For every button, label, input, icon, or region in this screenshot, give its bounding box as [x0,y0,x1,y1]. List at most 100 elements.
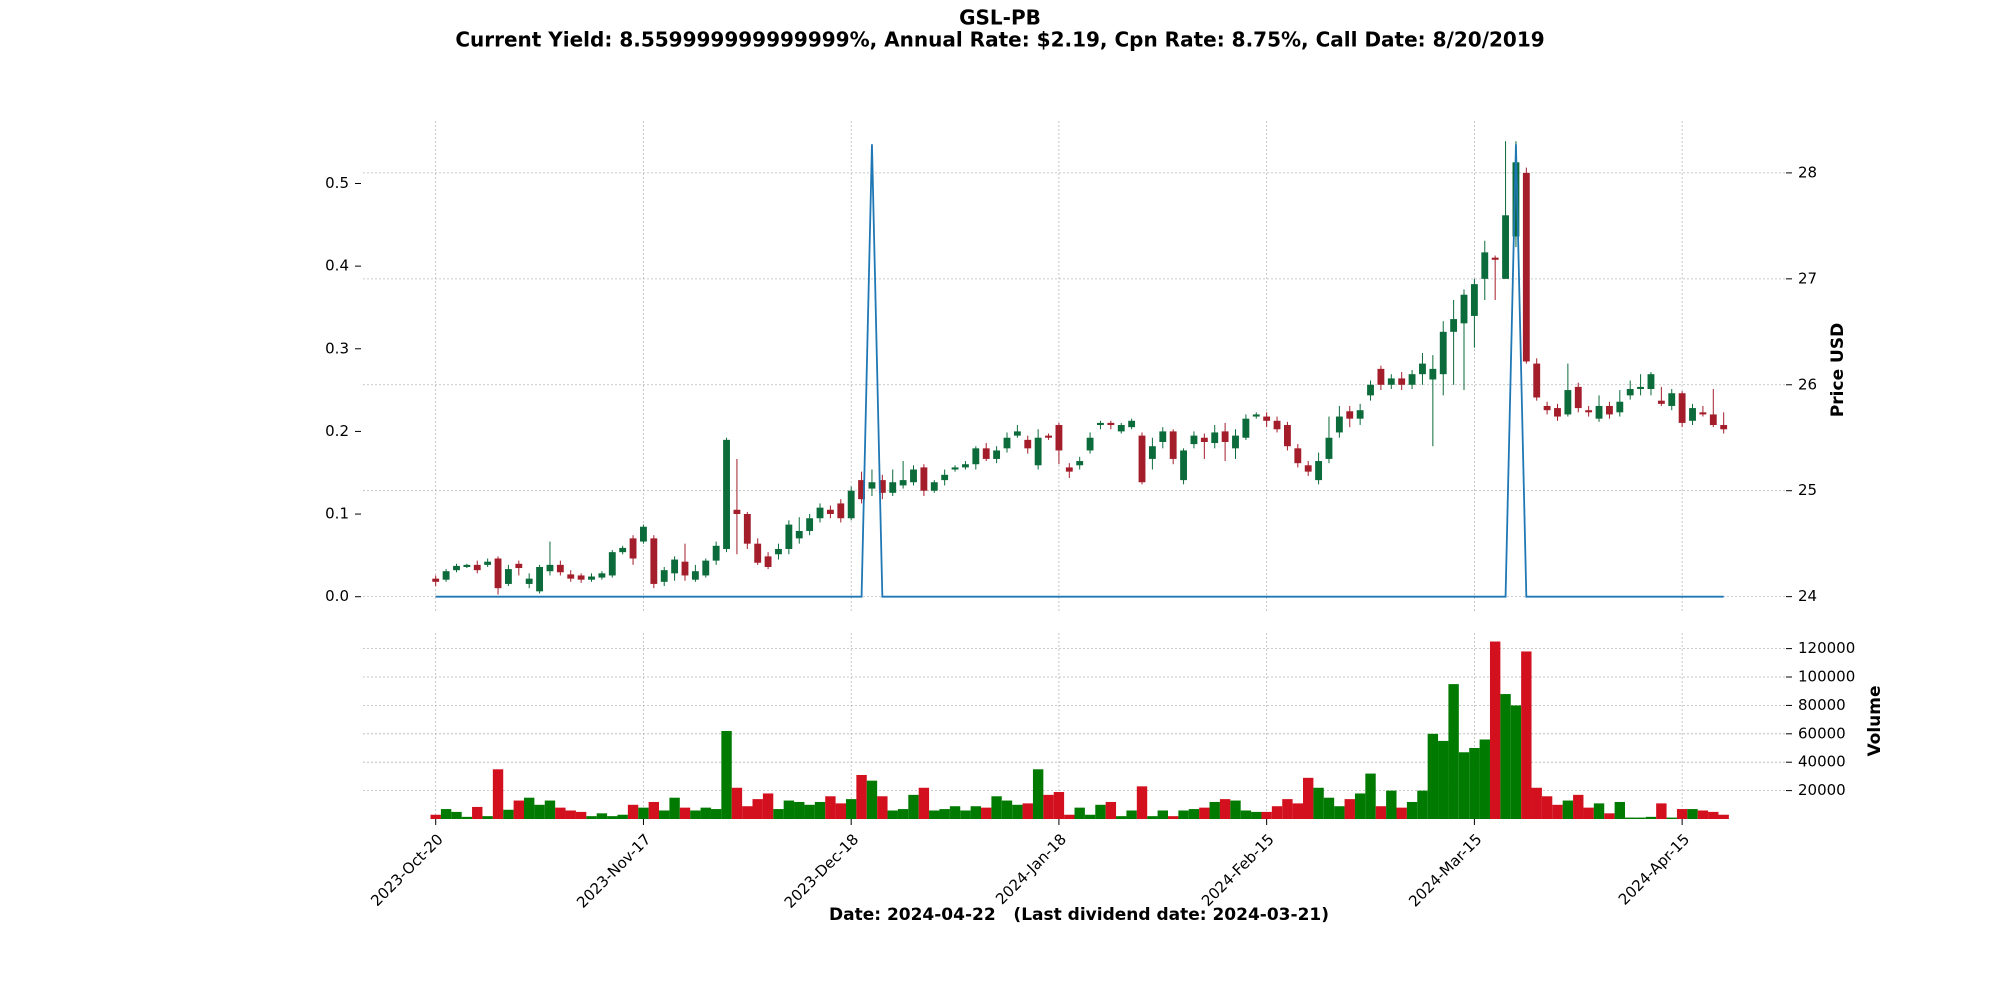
volume-bar [1334,806,1345,819]
candle-body [868,482,876,489]
candle-body [598,573,606,578]
candle-body [982,448,990,459]
candle-body [723,439,730,549]
volume-bar [804,804,815,819]
volume-bar [1427,733,1439,819]
candle-body [619,547,627,553]
candle-body [1315,461,1323,481]
volume-bar [991,796,1002,819]
volume-bar [1188,809,1200,819]
volume-bar [700,807,711,819]
candle-body [1263,416,1271,421]
y2-tick-label: 0.4 [325,257,349,275]
volume-bar [1438,740,1449,819]
candle-body [1003,437,1011,449]
x-axis-label: Date: 2024-04-22 (Last dividend date: 20… [829,905,1329,925]
candle-body [889,482,897,493]
volume-bar [1209,801,1220,819]
volume-bar [794,801,805,819]
volume-bar [1230,800,1241,819]
candle-body [1720,425,1728,430]
volume-bar [1354,793,1366,819]
candle-body [1086,437,1094,451]
volume-bar [960,810,971,819]
candle-body [1097,422,1104,426]
volume-bar [1458,752,1470,819]
volume-bar [544,800,556,819]
volume-bar [679,807,691,819]
y-tick-label: 26 [1798,375,1817,393]
candle-body [629,538,637,559]
volume-bar [1614,801,1626,819]
candle-body [920,467,928,491]
candle-body [1678,393,1686,423]
candle-body [1460,294,1468,324]
candle-body [691,571,699,580]
volume-bar [451,811,462,819]
candle-body [1221,431,1229,442]
candle-body [1450,319,1458,332]
volume-bar [835,803,846,819]
volume-bar [1084,814,1096,819]
volume-bar [908,794,919,819]
y-tick-label: 27 [1798,269,1817,287]
candle-body [993,450,1001,459]
candle-body [1117,425,1125,432]
candle-body [743,514,751,544]
candle-body [1699,412,1707,415]
x-tick-label: 2024-Feb-15 [1198,830,1278,910]
volume-bar [1510,705,1522,819]
y2-tick-label: 0.1 [325,505,349,523]
candle-body [484,561,492,565]
volume-bar [731,787,743,819]
candle-body [1533,363,1541,398]
volume-bar [523,797,535,819]
volume-bar [1199,807,1210,819]
volume-bar [596,813,608,819]
volume-axis-label: Volume [1865,685,1885,756]
candle-body [1367,384,1374,396]
volume-bar [1552,804,1563,819]
candle-body [577,575,585,580]
y2-tick-label: 0.3 [325,339,349,357]
volume-bar [1375,806,1387,819]
candle-body [567,574,575,579]
y-tick-label: 25 [1798,481,1817,499]
candle-body [442,571,450,580]
candle-body [1595,405,1603,419]
candle-body [962,464,969,468]
candle-body [972,448,980,465]
candle-body [1304,465,1312,472]
candle-body [1107,422,1115,426]
volume-bar [1593,803,1605,819]
y-tick-label: 120000 [1798,639,1855,657]
candle-body [546,564,554,572]
volume-bar [814,801,826,819]
candle-body [1605,405,1613,415]
candle-body [1470,284,1478,316]
volume-bar [669,797,680,819]
volume-bar [1500,694,1511,819]
candle-body [640,526,647,542]
candle-body [1159,431,1167,442]
y-tick-label: 24 [1798,587,1817,605]
volume-bar [1032,769,1044,819]
volume-bar [1043,794,1054,819]
volume-bar [721,730,732,819]
candle-body [1419,363,1426,375]
candle-body [899,480,907,486]
candle-body [1284,425,1291,447]
volume-bar [690,810,701,819]
candle-body [463,564,471,567]
volume-bar [472,806,483,819]
volume-bar [648,801,660,819]
candle-body [1273,420,1281,430]
chart-subtitle: Current Yield: 8.559999999999999%, Annua… [455,28,1544,52]
volume-bar [1604,813,1615,819]
volume-bar [1521,651,1532,819]
volume-bar [1489,641,1501,819]
candle-body [941,474,949,481]
candle-body [1252,414,1260,417]
x-tick-label: 2023-Oct-20 [367,830,447,910]
candle-body [1138,435,1146,483]
